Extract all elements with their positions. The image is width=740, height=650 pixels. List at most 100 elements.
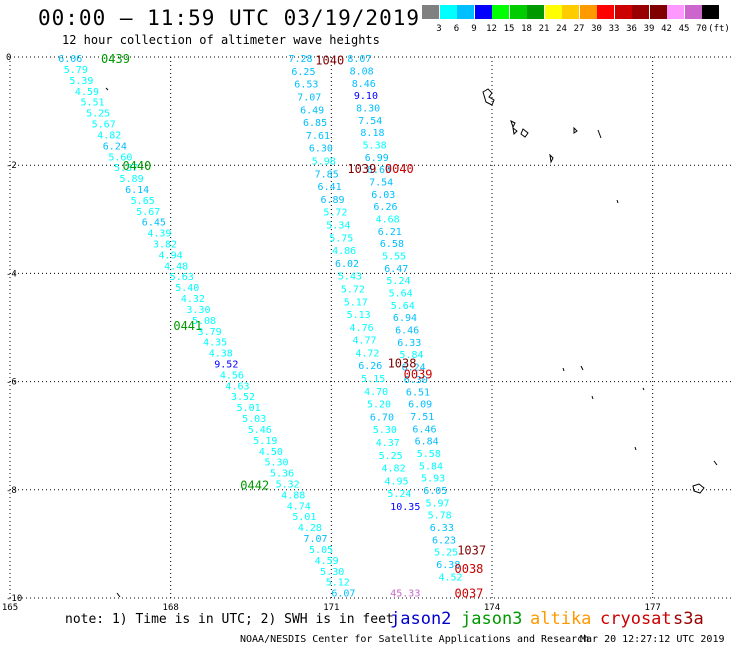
generated-timestamp: Mar 20 12:27:12 UTC 2019 (580, 634, 725, 645)
colorbar-swatch (649, 5, 667, 19)
swh-value-label: 6.69 (367, 165, 391, 176)
pass-time-label: 0441 (173, 319, 202, 333)
swh-value-label: 7.07 (303, 534, 327, 545)
island-outline (562, 367, 565, 372)
island-outline (692, 483, 705, 494)
swh-value-label: 5.24 (387, 489, 411, 500)
swh-value-label: 8.08 (350, 66, 374, 77)
swh-value-label: 5.98 (312, 156, 336, 167)
colorbar-swatch (492, 5, 509, 19)
island-outline (591, 395, 594, 400)
swh-value-label: 3.52 (231, 392, 255, 403)
swh-value-label: 5.30 (320, 567, 344, 578)
pass-time-label: 1037 (457, 543, 486, 557)
pass-time-label: 0442 (240, 478, 269, 492)
swh-value-label: 7.28 (288, 54, 312, 65)
swh-value-label: 6.14 (125, 185, 149, 196)
swh-value-label: 6.09 (408, 400, 432, 411)
swh-value-label: 3.82 (153, 240, 177, 251)
swh-value-label: 5.25 (434, 548, 458, 559)
swh-value-label: 5.72 (323, 208, 347, 219)
swh-value-label: 5.67 (92, 120, 116, 131)
swh-value-label: 3.30 (186, 305, 210, 316)
swh-value-label: 5.03 (242, 414, 266, 425)
swh-value-label: 5.17 (344, 297, 368, 308)
map-grid: 165 168 171 174 177 0 -2 -4 -6 -8 -10 (2, 53, 733, 613)
satellite-legend-jason2: jason2 (390, 609, 452, 629)
swh-value-label: 6.03 (371, 190, 395, 201)
colorbar-swatch (474, 5, 492, 19)
swh-value-label: 5.12 (326, 578, 350, 589)
swh-value-label: 6.06 (58, 54, 82, 65)
swh-value-label: 4.32 (181, 294, 205, 305)
swh-value-label: 6.94 (393, 313, 417, 324)
swh-value-label: 5.60 (108, 152, 132, 163)
colorbar-swatch (422, 5, 439, 19)
swh-value-label: 4.38 (209, 349, 233, 360)
pass-time-label: 1039 (347, 162, 376, 176)
swh-value-label: 4.63 (225, 381, 249, 392)
colorbar-tick-label: 12 (486, 24, 497, 34)
swh-value-label: 8.46 (352, 79, 376, 90)
island-outlines (105, 87, 718, 598)
swh-value-label: 6.05 (423, 486, 447, 497)
swh-value-label: 4.35 (203, 338, 227, 349)
colorbar-tick-label: 3 (436, 24, 442, 34)
swh-value-label: 5.65 (131, 196, 155, 207)
swh-value-label: 7.54 (358, 116, 382, 127)
colorbar-swatch (614, 5, 632, 19)
swh-value-label: 4.95 (384, 476, 408, 487)
y-tick-label: -8 (6, 486, 17, 496)
y-tick-label: -2 (6, 161, 17, 171)
island-outline (116, 592, 121, 598)
island-outline (512, 126, 518, 136)
colorbar-tick-label: 30 (591, 24, 602, 34)
colorbar-swatch (667, 5, 684, 19)
colorbar-tick-label: 21 (538, 24, 550, 34)
satellite-legend-jason3: jason3 (461, 609, 523, 629)
swh-value-label: 4.50 (259, 447, 283, 458)
swh-value-label: 5.63 (170, 272, 194, 283)
swh-value-label: 5.89 (120, 174, 144, 185)
swh-value-label: 5.15 (361, 374, 385, 385)
swh-value-label: 5.08 (192, 316, 216, 327)
island-outline (634, 446, 637, 451)
y-tick-label: -4 (6, 269, 17, 279)
swh-value-label: 5.24 (386, 276, 410, 287)
swh-value-label: 5.34 (326, 220, 350, 231)
colorbar-tick-label: 18 (521, 24, 532, 34)
colorbar-tick-label: 9 (471, 24, 477, 34)
swh-value-label: 5.39 (69, 76, 93, 87)
swh-value-label: 4.56 (220, 370, 244, 381)
island-outline (482, 88, 495, 106)
colorbar-tick-label: 39 (643, 24, 655, 34)
swh-value-label: 4.88 (281, 490, 305, 501)
y-tick-label: -10 (6, 594, 22, 604)
swh-value-label: 9.10 (354, 91, 378, 102)
swh-value-label: 5.37 (114, 163, 138, 174)
colorbar-swatch (457, 5, 474, 19)
colorbar-tick-label: 42 (661, 24, 672, 34)
pass-time-label: 0039 (404, 367, 433, 381)
swh-value-label: 6.84 (415, 437, 439, 448)
swh-value-label: 6.33 (397, 338, 421, 349)
swh-value-label: 6.21 (378, 227, 402, 238)
swh-value-label: 5.40 (175, 283, 199, 294)
island-outline (520, 128, 529, 138)
swh-value-label: 6.53 (294, 80, 318, 91)
island-outline (573, 126, 578, 134)
swh-value-label: 4.94 (159, 250, 183, 261)
colorbar-swatch (684, 5, 702, 19)
swh-value-label: 7.54 (369, 177, 393, 188)
island-outline (105, 87, 109, 91)
swh-value-label: 6.38 (436, 560, 460, 571)
swh-value-label: 5.19 (253, 436, 277, 447)
pass-time-label: 0037 (455, 587, 484, 601)
pass-time-label: 0439 (101, 52, 130, 66)
swh-value-label: 5.05 (309, 545, 333, 556)
swh-value-label: 5.46 (248, 425, 272, 436)
colorbar-tick-label: 70 (696, 24, 707, 34)
pass-time-label: 1038 (388, 357, 417, 371)
swh-value-label: 4.70 (364, 387, 388, 398)
